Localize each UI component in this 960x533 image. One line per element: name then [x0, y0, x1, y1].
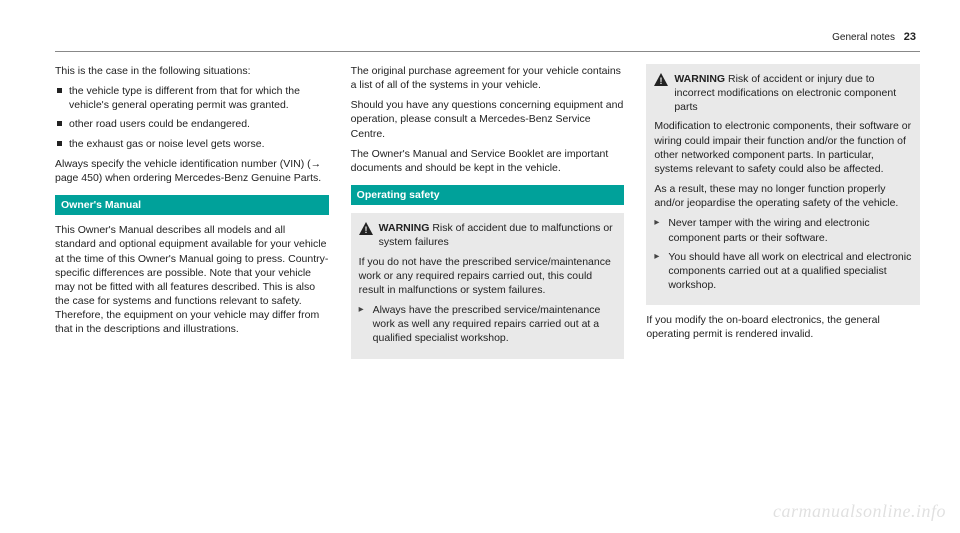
paragraph: Should you have any questions concerning…	[351, 98, 625, 141]
svg-text:!: !	[660, 76, 663, 86]
list-item: other road users could be endangered.	[55, 117, 329, 131]
warning-label: WARNING	[379, 222, 430, 234]
warning-heading: WARNING Risk of accident or injury due t…	[674, 72, 912, 115]
column-2: The original purchase agreement for your…	[351, 64, 625, 367]
warning-body: Modification to electronic components, t…	[654, 119, 912, 176]
page-header: General notes 23	[55, 30, 920, 45]
list-item: the vehicle type is different from that …	[55, 84, 329, 112]
section-heading-operating-safety: Operating safety	[351, 185, 625, 205]
paragraph: If you modify the on-board electronics, …	[646, 313, 920, 341]
column-1: This is the case in the following situat…	[55, 64, 329, 367]
list-item: Never tamper with the wiring and electro…	[654, 216, 912, 244]
warning-heading: WARNING Risk of accident due to malfunct…	[379, 221, 617, 249]
warning-box: ! WARNING Risk of accident or injury due…	[646, 64, 920, 305]
list-item: Always have the prescribed service/maint…	[359, 303, 617, 346]
section-heading-owners-manual: Owner's Manual	[55, 195, 329, 215]
warning-body: As a result, these may no longer functio…	[654, 182, 912, 210]
warning-box: ! WARNING Risk of accident due to malfun…	[351, 213, 625, 358]
warning-icon: !	[359, 222, 373, 239]
paragraph: The Owner's Manual and Service Booklet a…	[351, 147, 625, 175]
page-number: 23	[904, 31, 916, 43]
svg-text:!: !	[364, 225, 367, 235]
warning-actions: Never tamper with the wiring and electro…	[654, 216, 912, 292]
warning-actions: Always have the prescribed service/maint…	[359, 303, 617, 346]
warning-body: If you do not have the prescribed servic…	[359, 255, 617, 298]
warning-label: WARNING	[674, 73, 725, 85]
list-item: the exhaust gas or noise level gets wors…	[55, 137, 329, 151]
paragraph: The original purchase agreement for your…	[351, 64, 625, 92]
vin-text: Always specify the vehicle identificatio…	[55, 157, 329, 185]
intro-text: This is the case in the following situat…	[55, 64, 329, 78]
list-item: You should have all work on electrical a…	[654, 250, 912, 293]
header-rule	[55, 51, 920, 52]
columns: This is the case in the following situat…	[55, 64, 920, 367]
situations-list: the vehicle type is different from that …	[55, 84, 329, 151]
column-3: ! WARNING Risk of accident or injury due…	[646, 64, 920, 367]
warning-icon: !	[654, 73, 668, 90]
owners-manual-text: This Owner's Manual describes all models…	[55, 223, 329, 336]
section-name: General notes	[832, 32, 895, 43]
watermark: carmanualsonline.info	[773, 499, 946, 523]
